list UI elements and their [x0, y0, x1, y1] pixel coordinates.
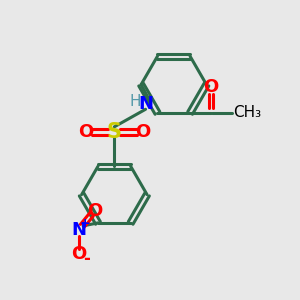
Text: O: O	[71, 245, 86, 263]
Text: H: H	[129, 94, 141, 109]
Text: O: O	[79, 123, 94, 141]
Text: CH₃: CH₃	[233, 105, 261, 120]
Text: N: N	[71, 221, 86, 239]
Text: O: O	[203, 78, 219, 96]
Text: -: -	[83, 250, 89, 268]
Text: O: O	[135, 123, 150, 141]
Text: O: O	[87, 202, 103, 220]
Text: S: S	[107, 122, 122, 142]
Text: N: N	[138, 95, 153, 113]
Text: +: +	[80, 217, 91, 230]
